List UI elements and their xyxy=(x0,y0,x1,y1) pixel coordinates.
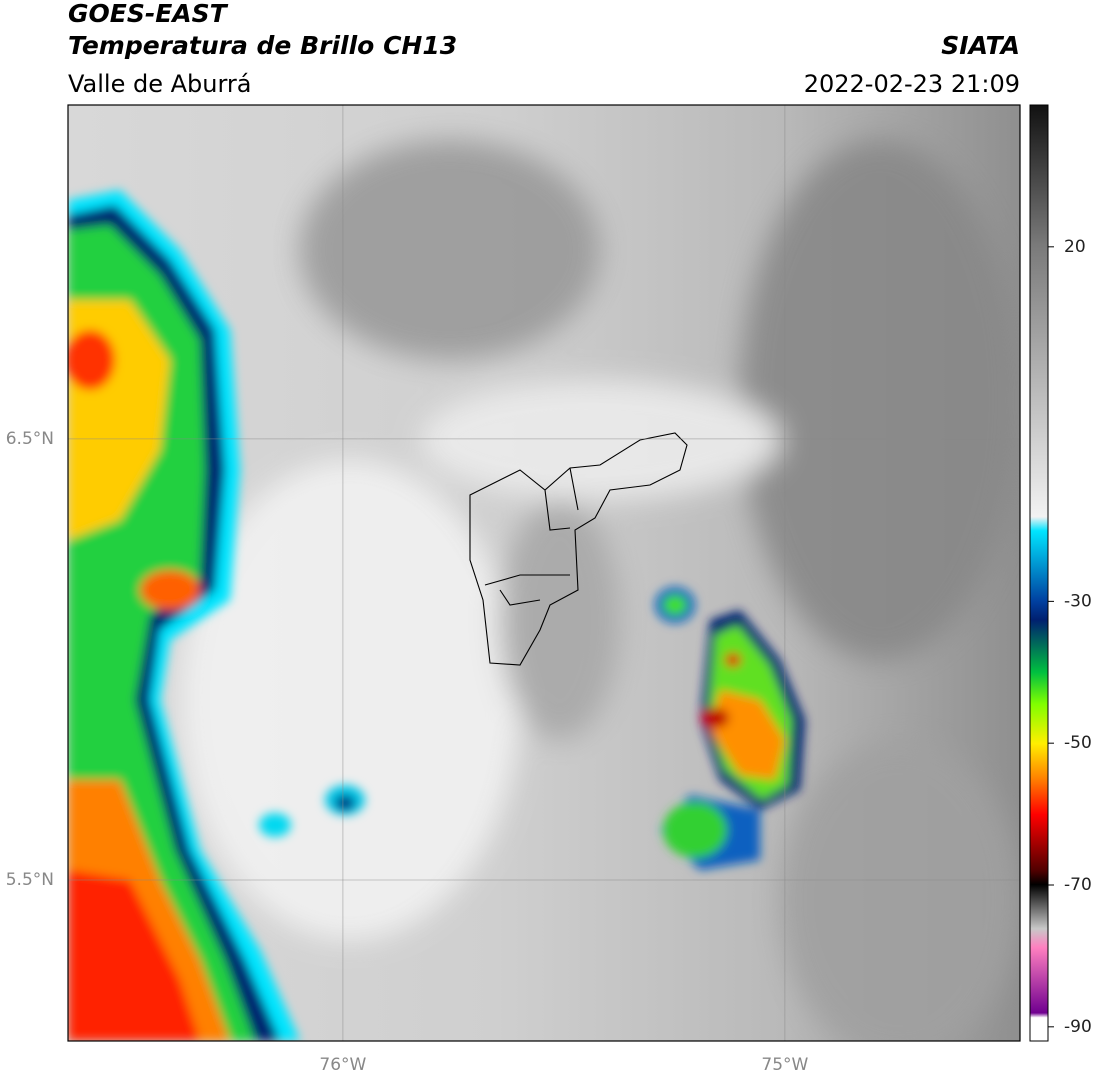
colorbar-tick-label: -70 xyxy=(1064,875,1092,895)
lon-label: 76°W xyxy=(319,1055,366,1075)
product: Temperatura de Brillo CH13 xyxy=(68,31,457,60)
colorbar-tick-label: -90 xyxy=(1064,1017,1092,1037)
colorbar-tick-label: 20 xyxy=(1064,237,1086,257)
region: Valle de Aburrá xyxy=(68,70,252,98)
colorbar-tick-label: -30 xyxy=(1064,591,1092,611)
datetime: 2022-02-23 21:09 xyxy=(804,70,1020,98)
lon-label: 75°W xyxy=(761,1055,808,1075)
source: SIATA xyxy=(941,31,1020,60)
satellite: GOES-EAST xyxy=(68,0,229,28)
lat-label: 6.5°N xyxy=(6,429,54,449)
colorbar xyxy=(1029,104,1049,1042)
colorbar-tick-label: -50 xyxy=(1064,733,1092,753)
lat-label: 5.5°N xyxy=(6,870,54,890)
satellite-image xyxy=(68,105,1020,1041)
map-frame xyxy=(67,104,1021,1042)
